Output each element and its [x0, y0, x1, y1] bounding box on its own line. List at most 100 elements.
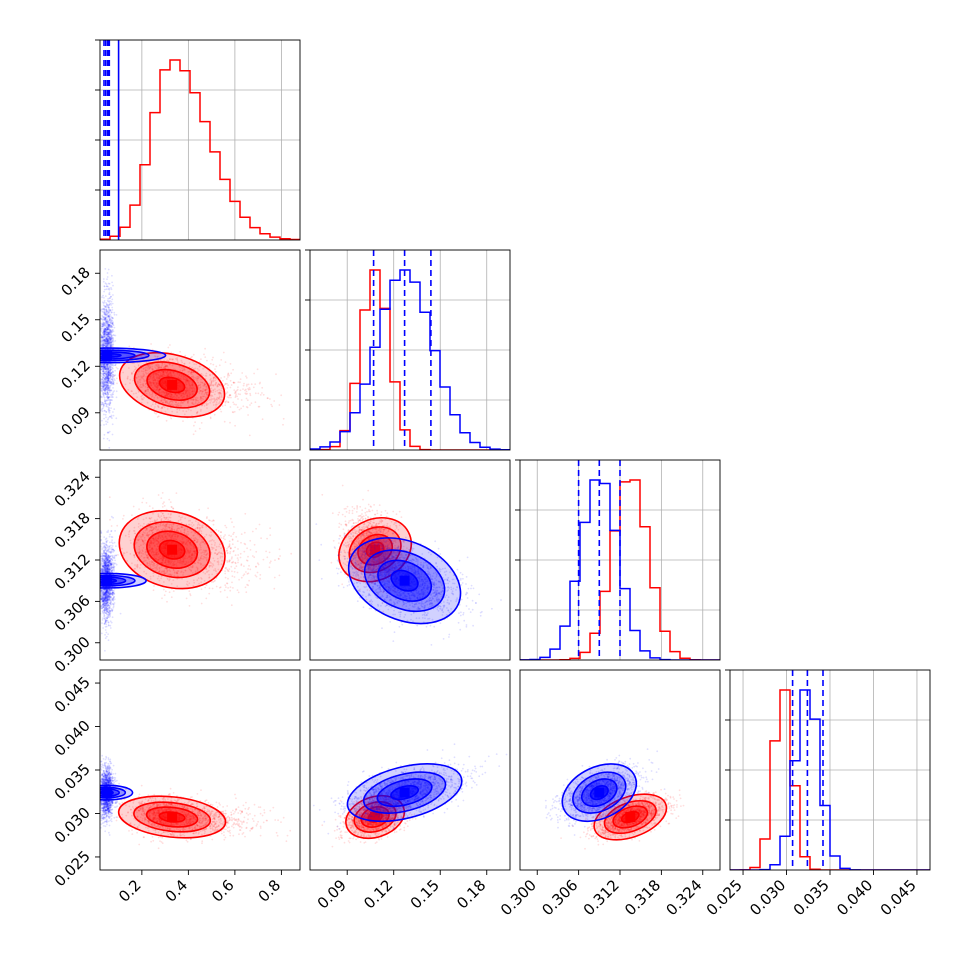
scatter-point [200, 422, 203, 424]
scatter-point [106, 391, 109, 394]
scatter-point [219, 531, 222, 533]
scatter-point [109, 386, 111, 389]
scatter-point [138, 385, 140, 388]
scatter-point [107, 324, 110, 326]
scatter-point [131, 372, 134, 374]
scatter-point [204, 356, 207, 358]
scatter-point [191, 383, 194, 385]
scatter-point [229, 386, 232, 389]
scatter-point [240, 399, 243, 401]
scatter-point [101, 336, 104, 338]
scatter-point [101, 325, 104, 328]
scatter-point [107, 320, 110, 323]
scatter-point [107, 379, 110, 381]
scatter-point [106, 363, 109, 366]
scatter-point [106, 322, 108, 325]
scatter-point [100, 363, 103, 366]
scatter-point [106, 339, 109, 341]
scatter-point [108, 288, 111, 291]
scatter-point [103, 339, 105, 342]
scatter-point [211, 398, 214, 400]
scatter-point [108, 388, 111, 391]
scatter-point [155, 372, 158, 375]
scatter-point [105, 345, 108, 347]
scatter-point [252, 386, 255, 389]
scatter-point [109, 518, 111, 521]
scatter-point [185, 390, 188, 393]
scatter-point [100, 318, 103, 320]
scatter-point [101, 419, 103, 422]
scatter-point [148, 367, 151, 370]
scatter-point [105, 410, 108, 413]
scatter-point [185, 378, 188, 380]
scatter-point [152, 373, 155, 375]
scatter-point [198, 390, 201, 392]
scatter-point [282, 423, 284, 426]
scatter-point [269, 398, 271, 400]
scatter-point [102, 373, 105, 376]
scatter-point [190, 387, 192, 390]
scatter-point [146, 367, 149, 370]
scatter-point [183, 362, 186, 365]
scatter-point [187, 390, 190, 393]
scatter-point [226, 547, 228, 550]
scatter-point [107, 377, 110, 380]
scatter-point [102, 339, 104, 341]
scatter-point [237, 561, 239, 564]
scatter-point [111, 321, 113, 324]
scatter-point [106, 344, 109, 346]
scatter-point [182, 376, 185, 379]
scatter-point [150, 363, 153, 366]
scatter-point [104, 313, 106, 315]
scatter-point [182, 392, 185, 395]
scatter-point [218, 364, 221, 367]
scatter-point [214, 399, 216, 402]
scatter-point [110, 341, 112, 344]
scatter-point [110, 339, 113, 342]
scatter-point [104, 330, 106, 333]
scatter-point [107, 288, 110, 290]
scatter-point [110, 331, 113, 334]
scatter-point [241, 372, 244, 374]
scatter-point [104, 340, 106, 343]
scatter-point [106, 403, 108, 406]
scatter-point [195, 396, 197, 399]
scatter-point [280, 394, 283, 397]
scatter-point [188, 387, 191, 390]
scatter-point [103, 313, 105, 315]
scatter-point [105, 340, 108, 343]
scatter-point [103, 308, 106, 310]
scatter-point [171, 393, 173, 396]
scatter-point [158, 388, 161, 391]
scatter-point [108, 303, 110, 306]
scatter-point [203, 382, 206, 385]
scatter-point [157, 386, 160, 388]
scatter-point [103, 388, 105, 391]
scatter-point [176, 404, 178, 407]
scatter-point [205, 549, 207, 552]
scatter-point [113, 390, 116, 392]
scatter-point [104, 313, 107, 316]
scatter-point [224, 401, 227, 404]
scatter-point [219, 392, 222, 394]
scatter-point [115, 363, 117, 366]
scatter-point [109, 339, 112, 341]
scatter-point [201, 393, 203, 395]
scatter-point [103, 383, 106, 385]
scatter-point [107, 328, 109, 330]
scatter-point [104, 317, 106, 320]
scatter-point [107, 373, 109, 376]
scatter-point [107, 385, 109, 388]
scatter-point [184, 382, 187, 384]
scatter-point [133, 362, 135, 365]
scatter-point [151, 368, 154, 371]
scatter-point [214, 390, 217, 393]
scatter-point [102, 315, 104, 318]
scatter-point [216, 385, 219, 387]
scatter-point [103, 375, 105, 377]
scatter-point [106, 342, 108, 345]
scatter-point [102, 394, 105, 397]
scatter-point [165, 393, 168, 395]
scatter-point [224, 570, 227, 572]
scatter-point [107, 297, 110, 300]
